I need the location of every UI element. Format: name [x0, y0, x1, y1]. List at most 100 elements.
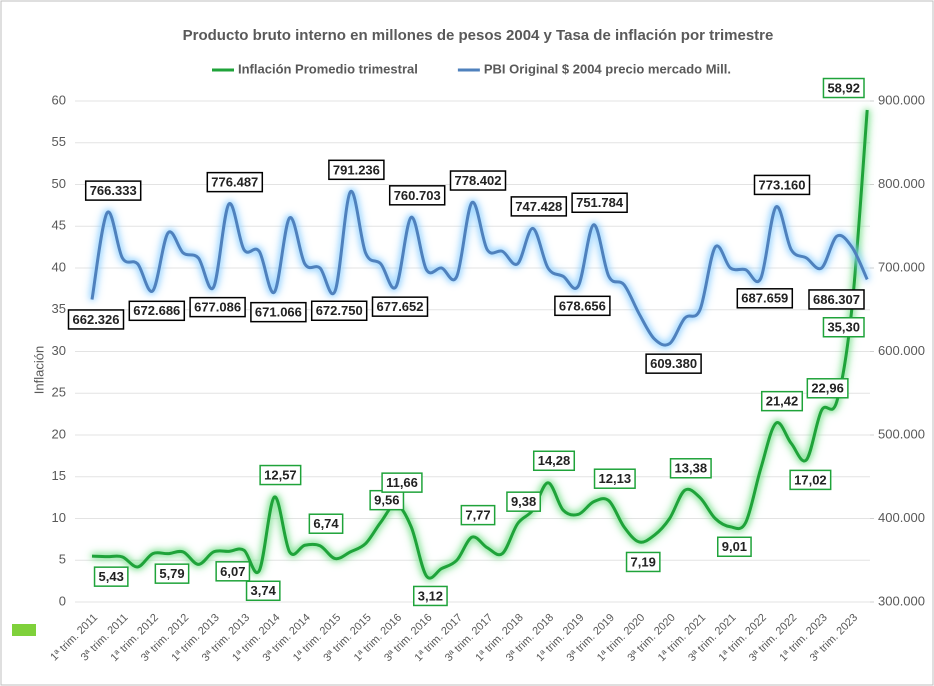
data-label: 35,30: [827, 320, 860, 335]
data-label-group: 678.656: [554, 295, 611, 317]
data-label: 672.750: [316, 303, 363, 318]
data-label: 776.487: [211, 175, 258, 190]
legend-label: Inflación Promedio trimestral: [238, 61, 418, 76]
y2-tick-label: 500.000: [878, 426, 925, 441]
data-label-box: [310, 300, 368, 322]
data-label-box: [822, 316, 865, 338]
data-label-group: 609.380: [645, 353, 702, 374]
data-label-group: 7,19: [625, 551, 661, 573]
data-label-group: 9,38: [506, 491, 542, 512]
data-label-group: 5,79: [154, 563, 190, 584]
data-label-group: 3,74: [245, 580, 281, 602]
data-label-group: 6,07: [215, 561, 251, 582]
y-tick-label: 20: [52, 426, 66, 441]
data-label-group: 671.066: [250, 301, 307, 323]
data-label-group: 791.236: [328, 159, 385, 181]
data-label-box: [250, 301, 307, 323]
data-label-group: 766.333: [84, 180, 142, 201]
data-label: 7,77: [465, 508, 490, 523]
data-label-box: [716, 536, 752, 558]
data-label-group: 687.659: [736, 288, 794, 309]
data-label-box: [371, 296, 429, 317]
data-label: 773.160: [759, 177, 806, 192]
data-label-group: 58,92: [822, 77, 865, 99]
data-label: 22,96: [811, 381, 844, 396]
data-label-box: [593, 468, 636, 489]
y-tick-label: 5: [59, 552, 66, 567]
data-label-box: [259, 464, 302, 486]
data-label-group: 17,02: [789, 469, 832, 491]
data-label-box: [215, 561, 251, 582]
y-tick-label: 60: [52, 92, 66, 107]
data-label: 609.380: [650, 356, 697, 371]
data-label-box: [760, 390, 804, 412]
data-label-group: 5,43: [93, 566, 129, 587]
data-label-group: 677.652: [371, 296, 429, 317]
data-label: 6,07: [220, 564, 245, 579]
data-label: 766.333: [90, 183, 137, 198]
data-label-box: [189, 296, 246, 318]
data-label: 672.686: [133, 303, 180, 318]
data-label-box: [67, 309, 125, 330]
data-label-box: [625, 551, 661, 573]
y2-tick-label: 600.000: [878, 343, 925, 358]
data-label: 12,13: [599, 471, 632, 486]
data-label-box: [388, 185, 446, 206]
data-label: 3,74: [251, 583, 277, 598]
y-tick-label: 40: [52, 259, 66, 274]
data-label-box: [460, 504, 496, 526]
data-label-group: 686.307: [808, 289, 865, 310]
data-label: 21,42: [766, 394, 799, 409]
data-label-box: [245, 580, 281, 602]
y-tick-label: 25: [52, 385, 66, 400]
y-tick-label: 45: [52, 218, 66, 233]
data-label: 760.703: [394, 188, 441, 203]
data-label: 747.428: [515, 199, 562, 214]
data-label-box: [128, 300, 186, 322]
y-tick-label: 10: [52, 510, 66, 525]
data-label-box: [93, 566, 129, 587]
y2-tick-label: 300.000: [878, 593, 925, 608]
data-label-box: [822, 77, 865, 99]
data-label-box: [736, 288, 794, 309]
data-label: 11,66: [386, 475, 418, 490]
data-label-box: [554, 295, 611, 317]
y-tick-label: 0: [59, 593, 66, 608]
data-label-group: 9,01: [716, 536, 752, 558]
y2-tick-label: 900.000: [878, 92, 925, 107]
y-axis-title: Inflación: [31, 346, 46, 394]
data-label: 12,57: [264, 467, 297, 482]
data-label-box: [84, 180, 142, 201]
data-label-box: [328, 159, 385, 181]
data-label-box: [669, 458, 712, 479]
data-label-group: 11,66: [381, 472, 423, 493]
data-label: 9,38: [511, 494, 536, 509]
data-label-group: 776.487: [206, 171, 264, 193]
data-label-group: 662.326: [67, 309, 125, 330]
data-label-box: [506, 491, 542, 512]
y-tick-label: 50: [52, 176, 66, 191]
data-label-group: 22,96: [806, 378, 849, 399]
data-label: 5,43: [99, 569, 124, 584]
data-label-box: [206, 171, 264, 193]
data-label: 677.652: [377, 299, 424, 314]
data-label-box: [806, 378, 849, 399]
data-label-group: 6,74: [308, 513, 344, 534]
data-label: 662.326: [73, 312, 120, 327]
data-label-box: [308, 513, 344, 534]
data-label: 677.086: [194, 300, 241, 315]
data-label-group: 9,56: [369, 489, 405, 511]
y2-tick-label: 800.000: [878, 176, 925, 191]
series-line: [90, 190, 869, 347]
y-tick-label: 15: [52, 468, 66, 483]
series-line: [91, 109, 869, 580]
data-label: 58,92: [827, 80, 860, 95]
data-label-box: [381, 472, 423, 493]
data-label: 6,74: [313, 516, 339, 531]
data-label: 678.656: [559, 298, 606, 313]
data-label-group: 778.402: [449, 170, 507, 191]
data-label-group: 672.686: [128, 300, 186, 322]
data-label-group: 13,38: [669, 458, 712, 479]
